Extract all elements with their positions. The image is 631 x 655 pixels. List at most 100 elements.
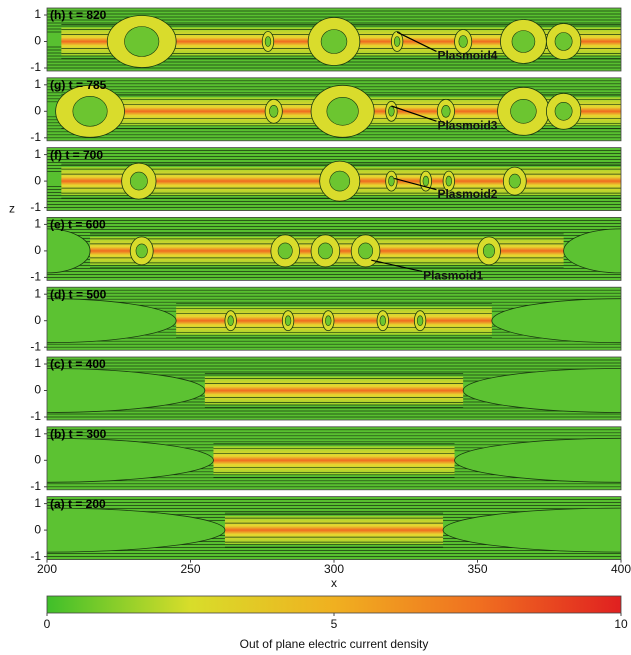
annotation-arrow [394, 177, 437, 191]
panel-frame [46, 356, 622, 421]
panel [47, 217, 621, 281]
plasmoid-core [277, 242, 293, 260]
y-tick-label: 1 [34, 217, 41, 231]
annotation-arrow [396, 31, 437, 52]
annotation: Plasmoid3 [437, 118, 497, 132]
plasmoid-core [329, 170, 351, 192]
panel-title: (g) t = 785 [50, 78, 107, 92]
current-sheet [213, 446, 455, 475]
panel [47, 8, 621, 71]
plasmoid-core [393, 36, 401, 47]
y-tick-label: 0 [34, 34, 41, 48]
annotation: Plasmoid1 [423, 269, 483, 283]
plasmoid-core [416, 315, 424, 327]
colorbar-tick-label: 5 [331, 617, 338, 631]
panel-title: (f) t = 700 [50, 148, 103, 162]
island [47, 368, 206, 413]
panel [47, 287, 621, 351]
y-tick-label: 1 [34, 147, 41, 161]
panel [47, 426, 621, 490]
panel-frame [46, 216, 622, 281]
plasmoid-core [482, 243, 496, 259]
plasmoid-core [325, 315, 332, 327]
plasmoid-core [269, 105, 279, 118]
plasmoid-core [508, 173, 521, 189]
panel-frame [46, 77, 622, 142]
island [47, 437, 214, 483]
y-tick-label: 0 [34, 173, 41, 187]
x-tick-label: 400 [611, 562, 631, 576]
y-axis-label: z [9, 202, 15, 216]
panel-title: (a) t = 200 [50, 497, 106, 511]
panel-frame [46, 426, 622, 491]
island [47, 507, 226, 553]
panel [47, 357, 621, 420]
plasmoid-core [227, 315, 234, 327]
island [462, 368, 621, 413]
plasmoid-core [320, 29, 348, 54]
y-tick-label: -1 [30, 270, 41, 284]
y-tick-label: 1 [34, 496, 41, 510]
annotation: Plasmoid4 [437, 49, 497, 63]
y-tick-label: -1 [30, 130, 41, 144]
panel [47, 147, 621, 211]
x-tick-label: 200 [37, 562, 57, 576]
plasmoid-core [511, 30, 536, 53]
plasmoid-core [129, 171, 148, 191]
x-axis-label: x [331, 576, 337, 590]
panel [47, 77, 621, 141]
island [442, 507, 621, 553]
annotation-arrow [391, 105, 437, 122]
panel-title: (h) t = 820 [50, 8, 107, 22]
plasmoid-core [554, 32, 573, 51]
y-tick-label: 1 [34, 7, 41, 21]
panel [47, 496, 621, 560]
y-tick-label: -1 [30, 60, 41, 74]
plasmoid-core [317, 242, 333, 260]
island [47, 228, 91, 274]
plasmoid-core [388, 106, 395, 117]
y-tick-label: 1 [34, 356, 41, 370]
island [47, 298, 177, 344]
plasmoid-core [388, 175, 395, 187]
panel-title: (e) t = 600 [50, 218, 106, 232]
annotation: Plasmoid2 [437, 187, 497, 201]
plasmoid-core [458, 35, 468, 48]
plasmoid-core [358, 242, 374, 260]
plasmoid-core [379, 315, 386, 327]
panel-frame [46, 7, 622, 72]
y-tick-label: -1 [30, 479, 41, 493]
plasmoid-core [72, 96, 108, 127]
y-tick-label: -1 [30, 549, 41, 563]
panel-frame [46, 286, 622, 351]
y-tick-label: 0 [34, 243, 41, 257]
plasmoid-core [135, 243, 148, 259]
plasmoid-core [422, 175, 430, 187]
y-tick-label: -1 [30, 339, 41, 353]
panel-frame [46, 147, 622, 212]
y-tick-label: 0 [34, 103, 41, 117]
plasmoid-core [510, 99, 537, 124]
plasmoid-core [326, 97, 359, 126]
colorbar-label: Out of plane electric current density [240, 637, 429, 651]
plasmoid-core [445, 175, 452, 187]
annotation-arrow [371, 259, 423, 273]
plasmoid-core [264, 36, 272, 47]
current-sheet [204, 376, 464, 405]
y-tick-label: 1 [34, 426, 41, 440]
panel-title: (d) t = 500 [50, 287, 107, 301]
colorbar [46, 595, 622, 614]
y-tick-label: 0 [34, 313, 41, 327]
colorbar-tick-label: 10 [614, 617, 628, 631]
plasmoid-core [441, 105, 451, 118]
y-tick-label: 0 [34, 522, 41, 536]
y-tick-label: 1 [34, 77, 41, 91]
y-tick-label: 0 [34, 383, 41, 397]
plasmoid-core [124, 26, 160, 57]
x-tick-label: 350 [467, 562, 487, 576]
panel-title: (c) t = 400 [50, 357, 106, 371]
plasmoid-core [554, 102, 573, 121]
y-tick-label: -1 [30, 409, 41, 423]
y-tick-label: 1 [34, 286, 41, 300]
